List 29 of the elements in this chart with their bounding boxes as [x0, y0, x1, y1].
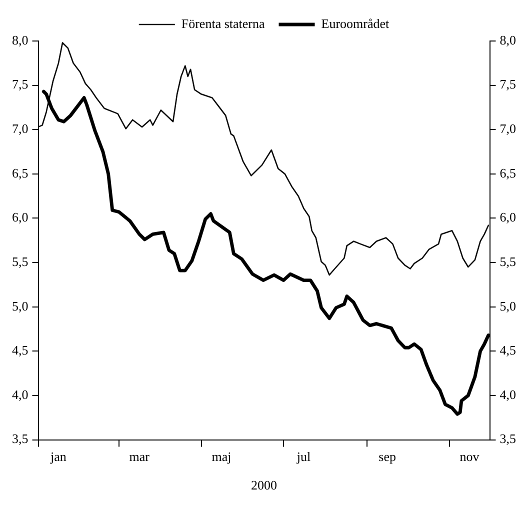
x-tick-label: mar	[129, 449, 150, 464]
y2-tick-label: 6,5	[500, 165, 516, 180]
y-tick-label: 7,5	[12, 76, 28, 92]
x-tick-label: maj	[212, 449, 232, 464]
y-tick-label: 6,5	[12, 165, 28, 180]
x-tick-label: sep	[378, 449, 396, 464]
y-tick-label: 3,5	[12, 431, 28, 446]
y2-tick-label: 8,0	[500, 32, 516, 48]
y2-tick-label: 5,0	[500, 298, 516, 314]
y2-tick-label: 7,5	[500, 76, 516, 92]
y2-tick-label: 5,5	[500, 254, 516, 269]
y-tick-label: 4,0	[12, 386, 28, 402]
legend-label: Euroområdet	[321, 16, 390, 31]
y-tick-label: 5,5	[12, 254, 28, 269]
y-tick-label: 7,0	[12, 121, 28, 136]
y2-tick-label: 3,5	[500, 431, 516, 446]
x-tick-label: jan	[50, 449, 67, 464]
y2-tick-label: 4,5	[500, 342, 516, 358]
y-tick-label: 8,0	[12, 32, 28, 48]
y-tick-label: 4,5	[12, 342, 28, 358]
x-tick-label: nov	[460, 449, 480, 464]
y2-tick-label: 4,0	[500, 386, 516, 402]
y-tick-label: 6,0	[12, 210, 28, 225]
y-tick-label: 5,0	[12, 298, 28, 314]
legend-label: Förenta staterna	[181, 16, 265, 31]
y2-tick-label: 6,0	[500, 210, 516, 225]
y2-tick-label: 7,0	[500, 121, 516, 136]
x-tick-label: jul	[296, 449, 312, 464]
x-axis-title: 2000	[251, 478, 277, 493]
